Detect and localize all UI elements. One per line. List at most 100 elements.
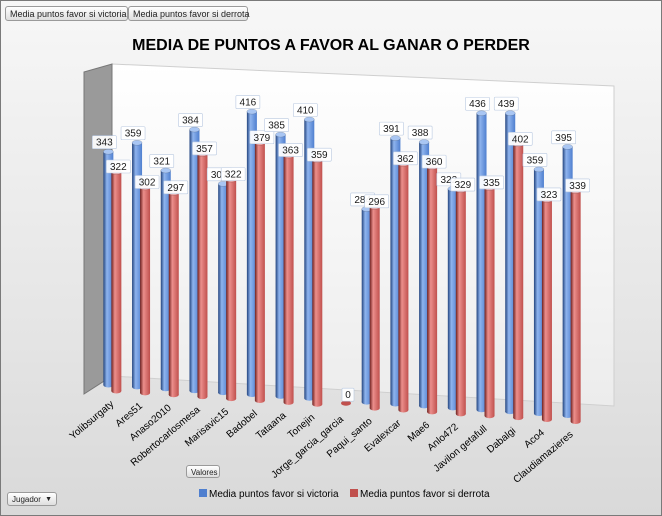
bar-victoria [562,144,573,418]
svg-text:388: 388 [412,128,429,139]
svg-text:360: 360 [426,157,443,168]
filter-victoria-button[interactable]: Media puntos favor si victoria [5,6,128,21]
data-label-victoria: 391 [379,121,404,136]
bar-victoria [533,166,545,417]
category-label: Yolibsurgaty [68,399,117,442]
svg-text:379: 379 [254,133,271,144]
svg-text:357: 357 [196,144,213,155]
svg-text:362: 362 [397,154,414,165]
legend-label-victoria: Media puntos favor si victoria [209,489,339,500]
data-label-derrota: 302 [134,175,160,189]
bar-victoria [189,126,200,394]
data-label-derrota: 0 [341,387,355,402]
bar-derrota [484,185,495,419]
data-label-victoria: 416 [235,95,261,109]
bar-victoria [418,139,430,409]
bar-derrota [225,176,237,402]
bar-victoria [217,181,229,396]
jugador-dropdown-label: Jugador [12,495,41,504]
data-label-derrota: 360 [421,154,447,169]
category-label: Javilon getafull [432,424,490,475]
svg-text:322: 322 [440,175,457,186]
legend-swatch-victoria [199,489,207,497]
bar-derrota [398,161,409,413]
svg-text:329: 329 [454,180,471,191]
bar-derrota [283,152,294,405]
data-label-derrota: 402 [507,131,533,146]
bar-derrota [570,188,581,424]
bar-victoria [246,108,258,397]
data-label-victoria: 359 [120,126,146,141]
data-label-derrota: 335 [479,175,504,190]
data-label-victoria: 410 [292,103,318,117]
data-label-derrota: 379 [249,130,275,145]
data-label-derrota: 322 [106,159,131,174]
filter-derrota-button[interactable]: Media puntos favor si derrota [128,6,250,21]
bar-derrota [139,184,151,396]
legend-swatch-derrota [350,489,358,497]
data-label-victoria: 395 [551,130,576,145]
svg-text:307: 307 [211,170,228,181]
bar-derrota [341,400,351,406]
category-label: Dabalgi [485,426,518,456]
bar-victoria [131,139,143,390]
data-label-victoria: 385 [264,118,289,132]
svg-text:384: 384 [182,116,199,127]
data-label-victoria: 359 [522,153,548,167]
svg-text:322: 322 [110,162,127,173]
data-label-victoria: 439 [493,96,519,111]
bar-victoria [390,135,401,407]
bar-victoria [504,110,516,415]
bar-victoria [476,110,487,413]
svg-text:359: 359 [125,129,142,140]
svg-text:323: 323 [541,190,558,201]
data-label-derrota: 329 [450,177,476,192]
data-label-derrota: 322 [220,167,246,181]
svg-text:296: 296 [368,197,385,208]
svg-text:335: 335 [483,178,500,189]
category-label: Tataana [254,410,289,442]
data-label-victoria: 388 [407,125,433,140]
svg-text:339: 339 [569,181,586,192]
bar-derrota [312,157,323,407]
data-label-derrota: 323 [536,187,562,202]
svg-text:284: 284 [354,195,371,206]
bar-derrota [426,164,438,415]
bar-derrota [541,197,553,423]
data-label-derrota: 339 [565,178,590,193]
category-label: Aco4 [522,427,547,450]
bar-derrota [197,151,208,400]
category-label: Mae6 [406,420,433,445]
data-label-derrota: 357 [192,141,217,156]
data-label-victoria: 321 [149,154,175,168]
svg-text:359: 359 [527,155,544,166]
svg-text:363: 363 [282,146,299,157]
jugador-dropdown[interactable]: Jugador ▼ [7,492,57,506]
svg-text:343: 343 [96,138,113,149]
chevron-down-icon: ▼ [45,496,52,503]
svg-text:395: 395 [555,133,572,144]
valores-field-button[interactable]: Valores [186,465,220,478]
svg-text:391: 391 [383,124,400,135]
data-label-victoria: 384 [178,113,203,127]
svg-text:297: 297 [167,183,184,194]
svg-text:436: 436 [469,99,486,110]
svg-text:385: 385 [268,121,285,132]
bar-victoria [160,167,172,392]
svg-text:416: 416 [240,98,257,109]
bar-victoria [103,148,114,388]
bar-derrota [254,140,266,403]
data-label-derrota: 296 [364,194,390,209]
data-label-derrota: 363 [278,143,303,157]
svg-text:302: 302 [139,177,156,188]
bar-derrota [168,190,180,398]
bar-victoria [275,131,286,399]
bar-derrota [512,141,524,421]
svg-text:322: 322 [225,170,242,181]
svg-text:439: 439 [498,99,515,110]
bar-victoria [304,116,315,401]
category-label: Badobel [225,408,260,440]
data-label-derrota: 297 [163,180,189,195]
data-label-victoria: 436 [465,96,490,111]
